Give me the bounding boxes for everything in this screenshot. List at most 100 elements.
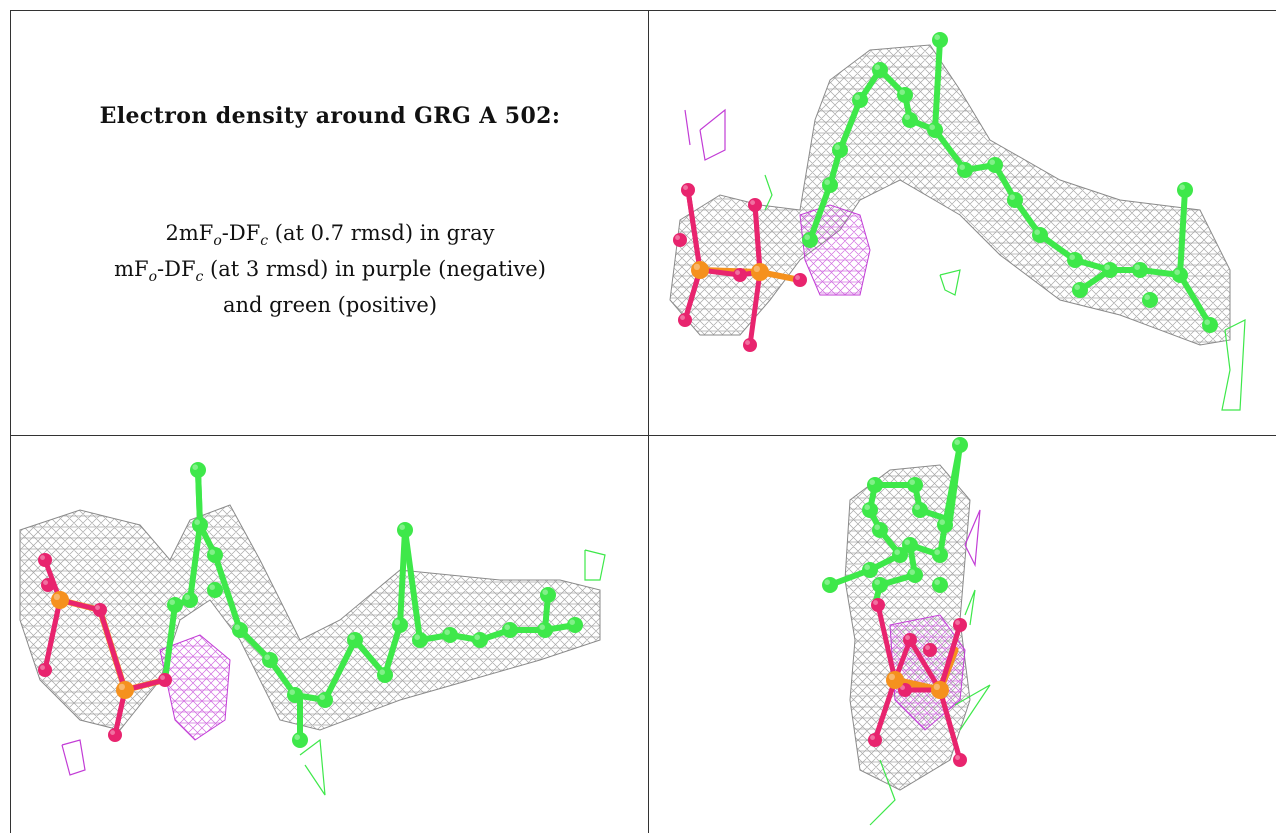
phosphorus-atom-highlight — [753, 265, 760, 272]
carbon-atom — [442, 627, 458, 643]
carbon-atom-highlight — [399, 524, 406, 530]
oxygen-atom-highlight — [870, 735, 875, 740]
carbon-chain-bond — [162, 602, 178, 683]
carbon-atom-highlight — [319, 694, 326, 700]
oxygen-atom-highlight — [795, 275, 800, 280]
phosphorus-atom — [886, 671, 904, 689]
carbon-chain-bond — [402, 527, 423, 643]
carbon-atom — [932, 32, 948, 48]
carbon-atom-highlight — [914, 504, 920, 510]
carbon-atom — [862, 502, 878, 518]
carbon-atom-highlight — [234, 624, 240, 630]
carbon-atom — [540, 587, 556, 603]
phosphorus-atom-highlight — [118, 683, 125, 690]
carbon-atom — [957, 162, 973, 178]
oxygen-atom — [108, 728, 122, 742]
carbon-atom-highlight — [959, 164, 965, 170]
carbon-atom-highlight — [909, 479, 915, 485]
positive-blob — [869, 759, 896, 826]
oxygen-atom-highlight — [675, 235, 680, 240]
carbon-atom — [207, 547, 223, 563]
carbon-chain-bond — [195, 467, 203, 528]
carbon-atom — [1177, 182, 1193, 198]
legend-text: -DF — [221, 221, 261, 245]
carbon-branch-bond — [932, 37, 943, 133]
carbon-atom-highlight — [394, 619, 401, 625]
carbon-atom — [167, 597, 183, 613]
carbon-atom-highlight — [169, 599, 175, 605]
carbon-atom-highlight — [474, 634, 481, 640]
carbon-chain-bond — [212, 552, 243, 633]
legend-line-fofc: mFo-DFc (at 3 rmsd) in purple (negative) — [11, 251, 648, 287]
carbon-atom-highlight — [939, 519, 945, 525]
oxygen-atom-highlight — [40, 665, 45, 670]
negative-blob — [964, 509, 981, 568]
oxygen-atom — [158, 673, 172, 687]
oxygen-bond-bond — [685, 187, 703, 273]
density-negative-mesh — [799, 204, 871, 296]
carbon-atom — [377, 667, 393, 683]
figure-legend: 2mFo-DFc (at 0.7 rmsd) in gray mFo-DFc (… — [11, 215, 648, 323]
carbon-atom — [927, 122, 943, 138]
oxygen-bond-bond — [937, 622, 963, 693]
positive-blob — [964, 589, 976, 626]
carbon-atom-highlight — [989, 159, 995, 165]
oxygen-atom-highlight — [905, 635, 910, 640]
oxygen-atom — [903, 633, 917, 647]
carbon-atom — [1142, 292, 1158, 308]
oxygen-atom — [743, 338, 757, 352]
carbon-atom — [287, 687, 303, 703]
carbon-atom — [822, 577, 838, 593]
oxygen-atom-highlight — [735, 270, 740, 275]
positive-blob — [939, 269, 961, 296]
oxygen-bond-bond — [875, 602, 898, 683]
carbon-atom — [182, 592, 198, 608]
negative-blob — [699, 108, 726, 161]
negative-blob — [684, 109, 691, 146]
carbon-atom-highlight — [414, 634, 421, 640]
oxygen-atom-highlight — [680, 315, 685, 320]
carbon-atom — [952, 437, 968, 453]
oxygen-atom-highlight — [955, 620, 960, 625]
oxygen-atom — [733, 268, 747, 282]
carbon-atom — [317, 692, 333, 708]
molecule-render-1 — [669, 32, 1246, 411]
oxygen-atom — [673, 233, 687, 247]
carbon-atom — [1132, 262, 1148, 278]
carbon-atom — [932, 547, 948, 563]
carbon-atom-highlight — [934, 34, 940, 40]
oxygen-atom — [923, 643, 937, 657]
carbon-atom-highlight — [209, 584, 215, 590]
carbon-atom — [397, 522, 413, 538]
legend-line-colors: and green (positive) — [222, 293, 438, 317]
carbon-atom-highlight — [804, 234, 810, 240]
carbon-atom — [392, 617, 408, 633]
carbon-chain-bond — [947, 442, 963, 523]
carbon-atom — [1067, 252, 1083, 268]
oxygen-atom — [898, 683, 912, 697]
legend-text: (at 0.7 rmsd) in gray — [268, 221, 495, 245]
oxygen-atom-highlight — [873, 600, 878, 605]
positive-blob — [764, 174, 773, 211]
oxygen-atom-highlight — [955, 755, 960, 760]
carbon-atom — [872, 522, 888, 538]
carbon-atom-highlight — [1204, 319, 1210, 326]
phosphorus-atom-highlight — [933, 683, 940, 690]
carbon-chain-bond — [837, 97, 863, 153]
oxygen-atom-highlight — [160, 675, 165, 680]
carbon-atom — [1202, 317, 1218, 333]
carbon-atom-highlight — [194, 519, 200, 525]
carbon-atom — [852, 92, 868, 108]
carbon-atom — [907, 477, 923, 493]
carbon-atom-highlight — [874, 579, 880, 585]
oxygen-atom — [871, 598, 885, 612]
carbon-atom-highlight — [1074, 284, 1080, 291]
oxygen-bond-bond — [747, 269, 763, 348]
carbon-atom — [1172, 267, 1188, 283]
oxygen-atom-highlight — [40, 555, 45, 560]
oxygen-atom — [41, 578, 55, 592]
carbon-atom — [987, 157, 1003, 173]
carbon-atom-highlight — [539, 624, 545, 630]
oxygen-atom-highlight — [925, 645, 930, 650]
carbon-atom-highlight — [909, 569, 915, 575]
